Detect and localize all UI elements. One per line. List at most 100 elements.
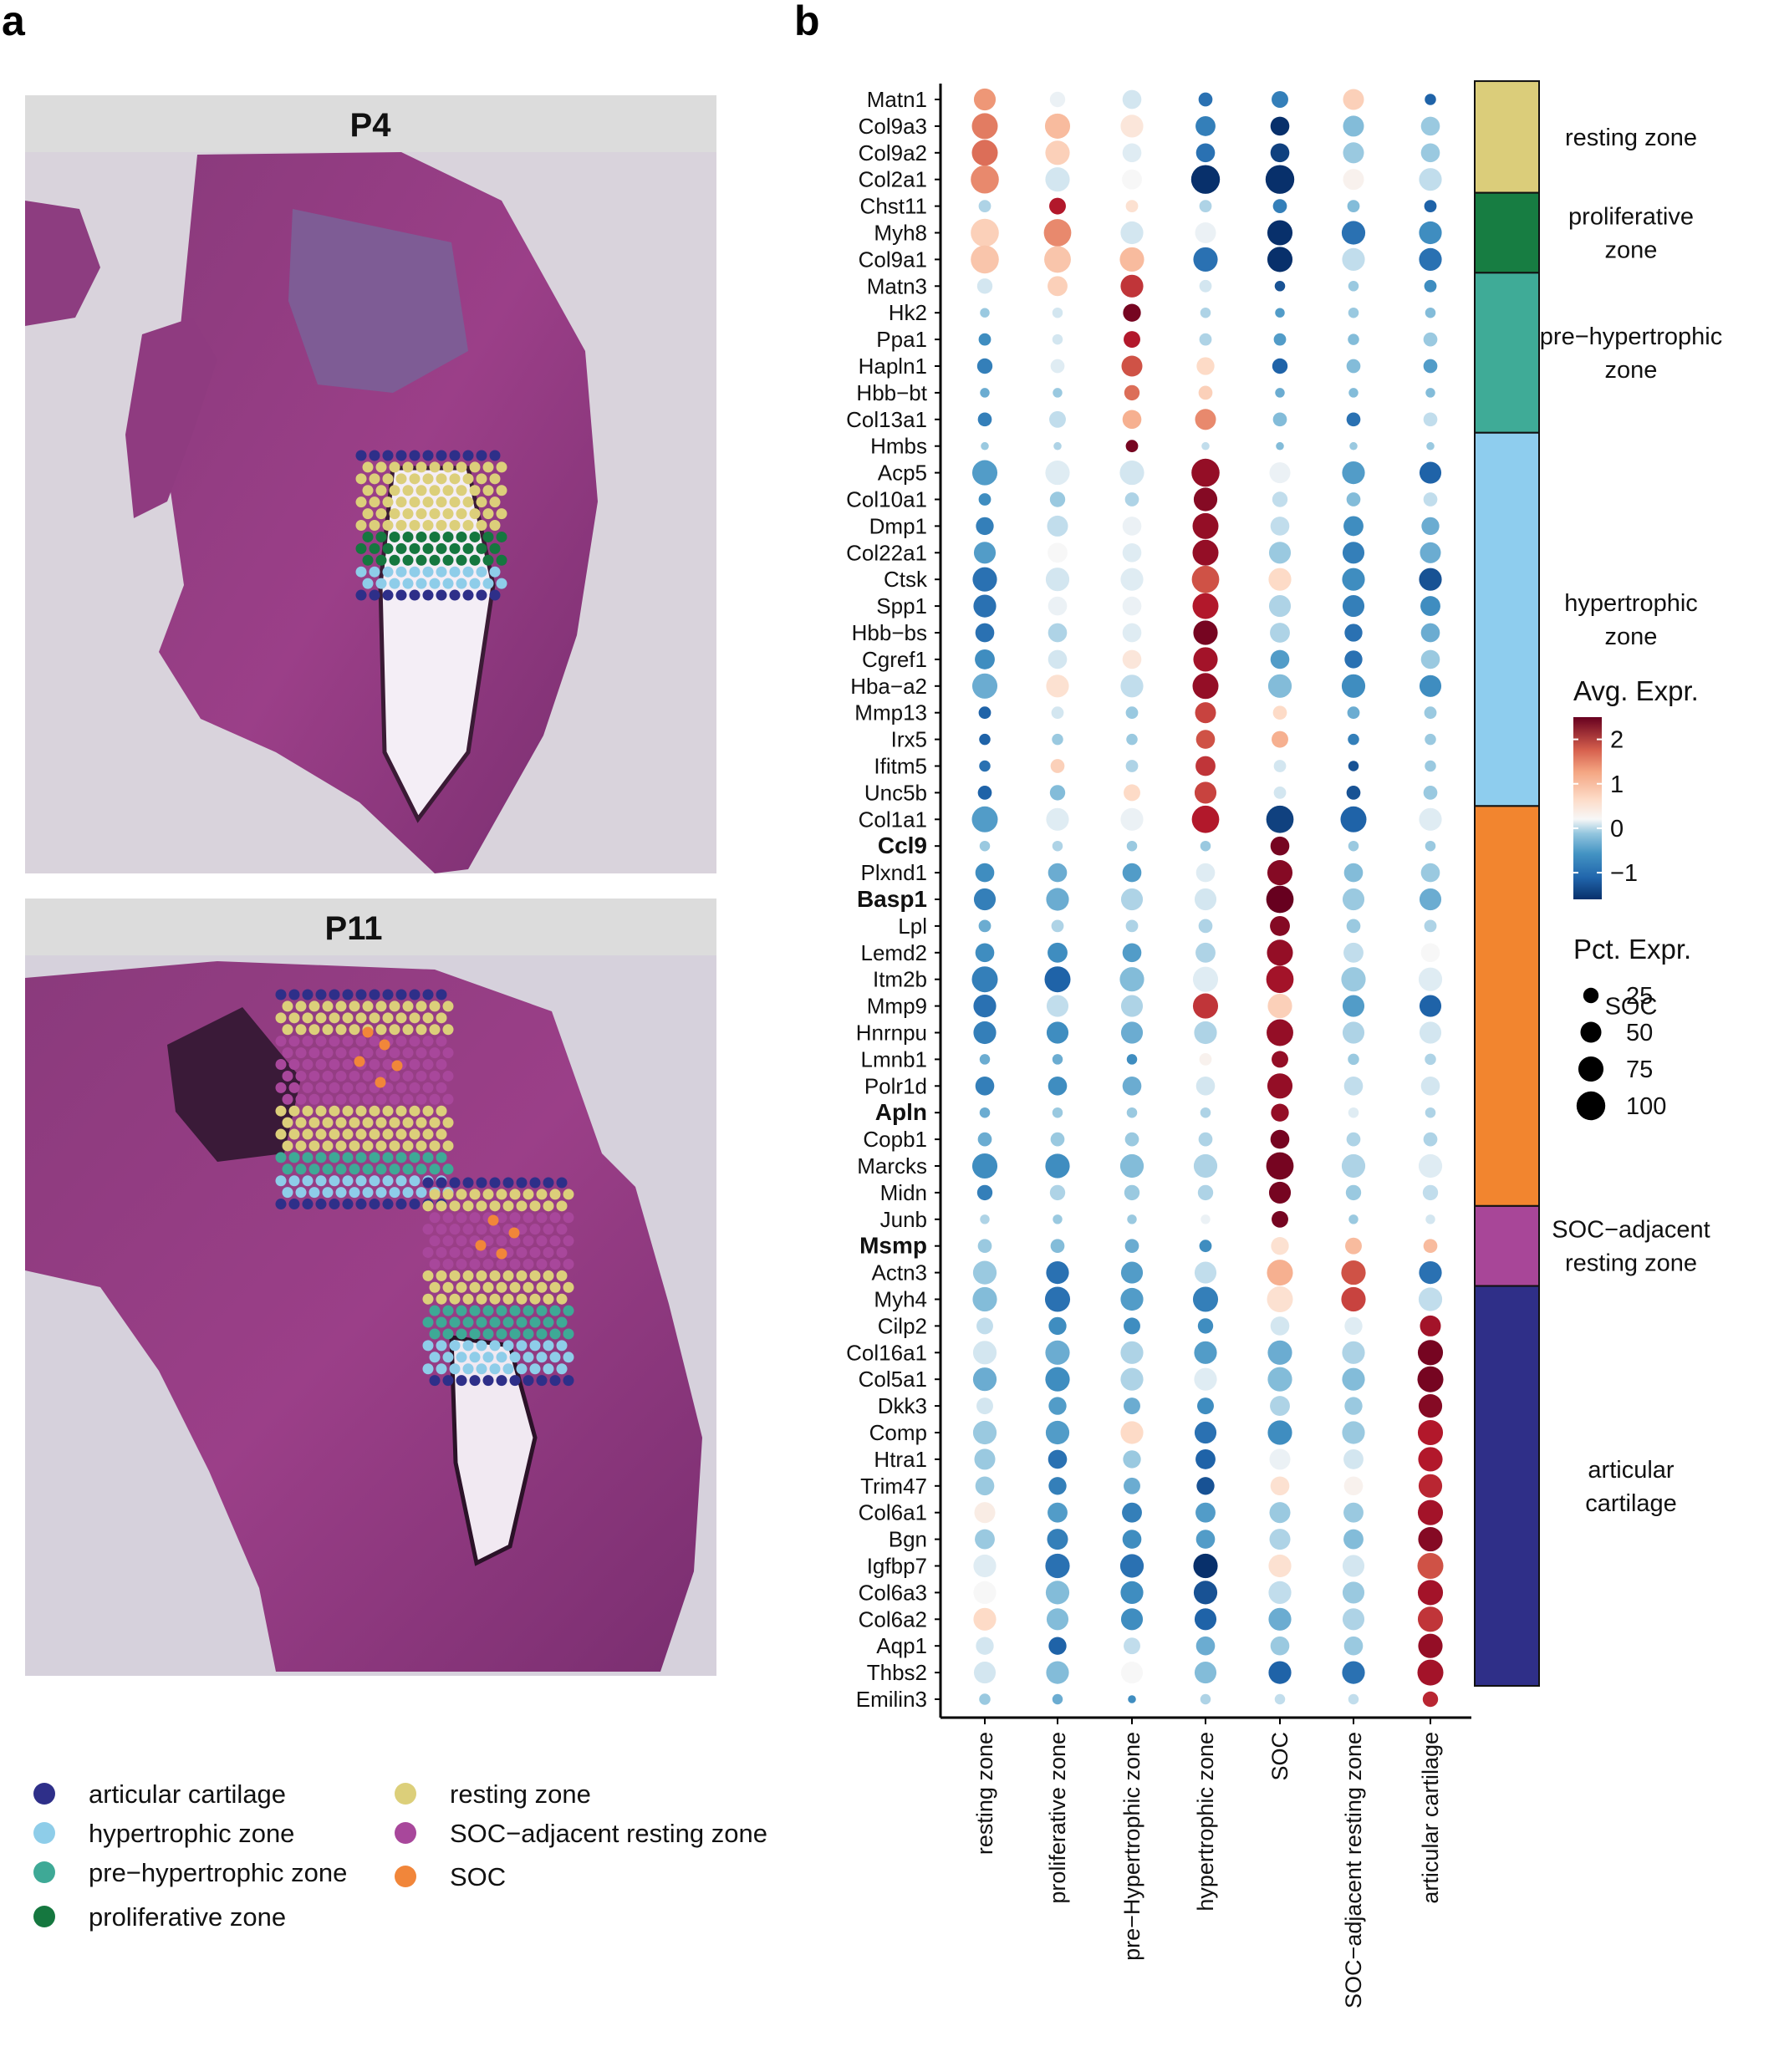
zone-label: zone (1605, 237, 1658, 264)
expression-dot (1267, 1420, 1292, 1445)
expression-dot (1417, 1606, 1444, 1632)
p4-spot (469, 508, 481, 520)
p11-lower-spot (469, 1258, 481, 1270)
expression-dot (981, 441, 989, 451)
p4-spot (436, 520, 447, 532)
p4-spot (442, 554, 454, 566)
p11-lower-spot (442, 1235, 454, 1247)
expression-dot (1194, 1421, 1217, 1444)
p4-spot (395, 496, 407, 508)
p4-spot (456, 485, 467, 496)
gene-label: Cgref1 (862, 647, 927, 672)
p4-spot (369, 496, 380, 508)
p4-spot (449, 496, 461, 508)
expression-dot (1341, 221, 1366, 245)
p4-spot (395, 589, 407, 601)
expression-dot (1122, 596, 1142, 616)
p11-upper-spot (302, 1175, 314, 1187)
expression-dot (1120, 1421, 1144, 1444)
p11-upper-spot (382, 1105, 394, 1117)
p11-upper-spot (335, 1187, 347, 1199)
p4-spot (436, 473, 447, 485)
expression-dot (978, 200, 992, 212)
p4-spot (462, 520, 474, 532)
p11-lower-spot (429, 1281, 441, 1293)
gene-label: Hbb−bt (856, 380, 927, 405)
p11-upper-spot (315, 1175, 327, 1187)
expression-dot (1268, 568, 1292, 591)
expression-dot (1191, 805, 1220, 833)
p11-lower-spot (502, 1316, 514, 1328)
expression-dot (1201, 1214, 1211, 1224)
expression-dot (1425, 840, 1436, 852)
p11-lower-spot (442, 1189, 454, 1200)
expression-dot (1423, 332, 1438, 347)
p11-soc-spot (508, 1227, 520, 1239)
p11-lower-spot (543, 1200, 554, 1212)
expression-dot (1274, 1693, 1286, 1705)
p11-upper-spot (415, 1000, 427, 1012)
expression-dot (1425, 388, 1435, 398)
p11-upper-spot (349, 1117, 360, 1128)
p11-lower-spot (489, 1293, 501, 1305)
expression-dot (1272, 731, 1288, 748)
p11-lower-spot (482, 1305, 494, 1316)
p11-lower-spot (523, 1235, 534, 1247)
p11-upper-spot (335, 1140, 347, 1152)
expression-dot (1425, 1107, 1436, 1118)
p11-upper-spot (315, 989, 327, 1000)
expression-dot (1043, 219, 1072, 247)
p11-upper-spot (288, 1199, 300, 1210)
p11-upper-spot (436, 989, 447, 1000)
p4-spot (462, 496, 474, 508)
expression-dot (1120, 1608, 1144, 1631)
p11-upper-spot (409, 1059, 421, 1071)
p11-upper-spot (322, 1163, 334, 1175)
expression-dot (1125, 706, 1139, 720)
p4-spot (375, 508, 387, 520)
p11-upper-spot (295, 1024, 307, 1036)
p4-spot (355, 473, 367, 485)
p4-spot (402, 578, 414, 589)
expression-dot (1423, 1132, 1438, 1147)
p11-lower-spot (449, 1316, 461, 1328)
p11-lower-spot (509, 1328, 521, 1340)
expression-dot (976, 278, 993, 294)
legend-swatch (395, 1822, 416, 1844)
legend-swatch (395, 1866, 416, 1887)
expression-dot (1275, 388, 1285, 398)
zone-label: resting zone (1565, 125, 1697, 151)
p4-spot (355, 566, 367, 578)
p11-lower-spot (543, 1316, 554, 1328)
p11-lower-spot (429, 1235, 441, 1247)
p11-lower-spot (509, 1352, 521, 1363)
p11-lower-spot (462, 1177, 474, 1189)
p4-spot (375, 578, 387, 589)
expression-dot (1194, 781, 1217, 804)
expression-dot (1267, 1340, 1292, 1365)
expression-dot (1124, 1184, 1140, 1201)
expression-dot (1051, 919, 1064, 933)
expression-dot (974, 1448, 996, 1470)
expression-dot (1126, 1107, 1138, 1118)
p11-lower-spot (476, 1224, 487, 1235)
p11-upper-spot (436, 1012, 447, 1024)
p11-upper-spot (395, 989, 407, 1000)
p11-lower-spot (523, 1352, 534, 1363)
expression-dot (1124, 1397, 1140, 1415)
p11-upper-spot (415, 1117, 427, 1128)
p4-spot (442, 531, 454, 542)
expression-dot (1119, 1554, 1144, 1578)
p11-upper-spot (295, 1070, 307, 1082)
expression-dot (1124, 331, 1140, 349)
expression-dot (1193, 487, 1218, 512)
p11-lower-spot (456, 1352, 467, 1363)
p11-lower-spot (549, 1375, 561, 1387)
size-key-label: 75 (1626, 1056, 1653, 1083)
p11-lower-spot (469, 1375, 481, 1387)
p4-spot (355, 496, 367, 508)
expression-dot (1270, 143, 1290, 163)
p11-upper-spot (342, 1059, 354, 1071)
p11-lower-spot (482, 1281, 494, 1293)
p4-spot (462, 542, 474, 554)
